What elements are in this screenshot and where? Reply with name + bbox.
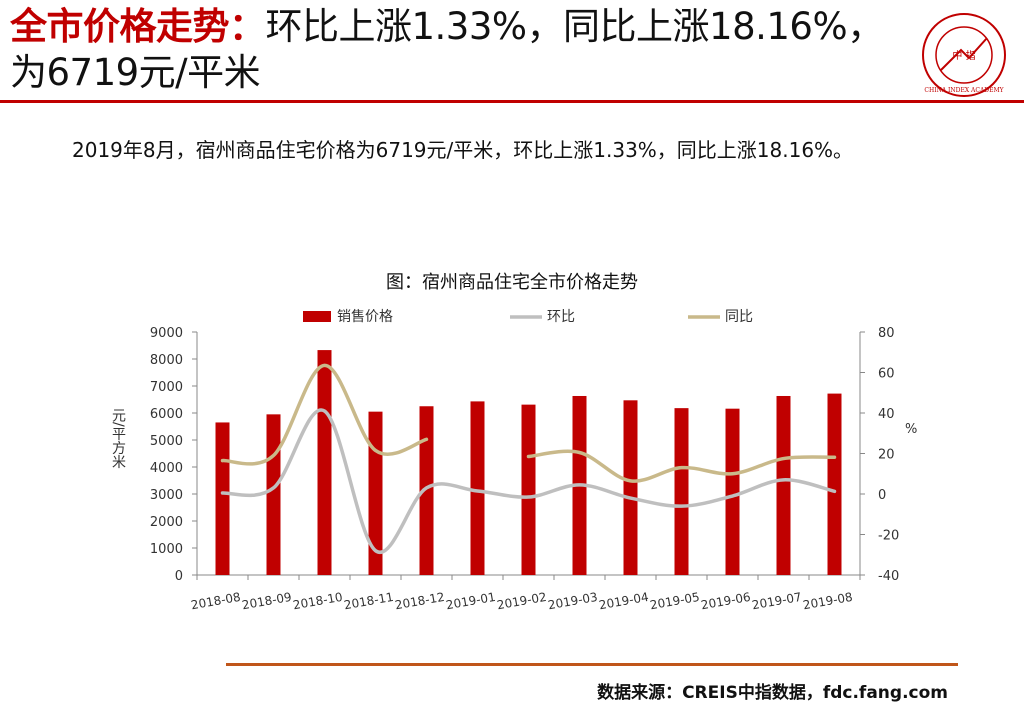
title-underline	[0, 100, 1024, 103]
legend-label-mom: 环比	[547, 309, 575, 325]
right-axis-tick-label: 20	[878, 448, 895, 463]
legend-label-yoy: 同比	[725, 309, 753, 325]
price-bar	[521, 404, 536, 575]
x-axis-tick-label: 2019-03	[547, 590, 599, 612]
price-bar	[266, 414, 281, 575]
x-axis-tick-label: 2018-10	[292, 590, 344, 612]
x-axis-tick-label: 2019-04	[598, 590, 650, 612]
x-axis-tick-label: 2018-09	[241, 590, 293, 612]
yoy-line	[220, 363, 429, 466]
price-bar	[419, 406, 434, 575]
y-axis-label: 元/平方米	[110, 408, 126, 469]
x-axis-tick-label: 2019-06	[700, 590, 752, 612]
china-index-academy-logo: 中 指 CHINA INDEX ACADEMY	[922, 13, 1006, 97]
x-axis-tick-label: 2018-11	[343, 590, 395, 612]
x-axis-tick-label: 2019-02	[496, 590, 548, 612]
x-axis-tick-label: 2019-01	[445, 590, 497, 612]
chart-title: 图：宿州商品住宅全市价格走势	[386, 272, 638, 293]
legend-label-price: 销售价格	[337, 309, 393, 325]
price-bar	[725, 408, 740, 575]
left-axis-tick-label: 9000	[150, 326, 183, 341]
page-title-highlight: 全市价格走势：	[10, 5, 266, 48]
x-axis-tick-label: 2019-08	[802, 590, 854, 612]
left-axis-tick-label: 4000	[150, 461, 183, 476]
logo-text: 中 指	[952, 49, 975, 62]
summary-text: 2019年8月，宿州商品住宅价格为6719元/平米，环比上涨1.33%，同比上涨…	[72, 138, 854, 162]
x-axis-tick-label: 2018-08	[190, 590, 242, 612]
right-axis-tick-label: -40	[878, 569, 899, 584]
left-axis-tick-label: 7000	[150, 380, 183, 395]
left-axis-tick-label: 0	[175, 569, 183, 584]
left-axis-tick-label: 5000	[150, 434, 183, 449]
right-axis-tick-label: 60	[878, 367, 895, 382]
left-axis-tick-label: 2000	[150, 515, 183, 530]
x-axis-tick-label: 2018-12	[394, 590, 446, 612]
price-bar	[470, 401, 485, 575]
right-axis-tick-label: 0	[878, 488, 886, 503]
y2-axis-label: %	[905, 422, 917, 437]
price-bar	[776, 395, 791, 575]
logo-ring-text: CHINA INDEX ACADEMY	[924, 87, 1004, 94]
left-axis-tick-label: 3000	[150, 488, 183, 503]
left-axis-tick-label: 6000	[150, 407, 183, 422]
yoy-line	[526, 449, 837, 483]
page-title-rest: 环比上涨1.33%，同比上涨18.16%，为6719元/平米	[10, 5, 884, 94]
footer-rule	[226, 663, 958, 666]
x-axis-tick-label: 2019-05	[649, 590, 701, 612]
x-axis-tick-label: 2019-07	[751, 590, 803, 612]
price-bar	[215, 422, 230, 575]
right-axis-tick-label: 80	[878, 326, 895, 341]
price-bar	[317, 350, 332, 575]
mom-line	[220, 408, 837, 555]
page-title: 全市价格走势：环比上涨1.33%，同比上涨18.16%，为6719元/平米	[10, 4, 910, 96]
right-axis-tick-label: -20	[878, 529, 899, 544]
legend-bar-swatch	[303, 311, 331, 322]
left-axis-tick-label: 8000	[150, 353, 183, 368]
price-bar	[623, 400, 638, 575]
data-source: 数据来源：CREIS中指数据，fdc.fang.com	[597, 683, 948, 703]
right-axis-tick-label: 40	[878, 407, 895, 422]
price-bar	[827, 393, 842, 575]
left-axis-tick-label: 1000	[150, 542, 183, 557]
price-bar	[674, 408, 689, 575]
